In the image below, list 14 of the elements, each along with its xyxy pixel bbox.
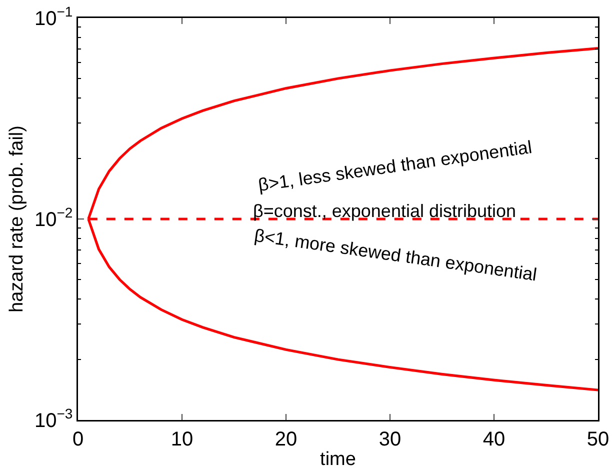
x-axis-title: time (320, 448, 356, 470)
x-tick-label: 20 (274, 428, 298, 450)
annotation: β=const., exponential distribution (253, 201, 516, 221)
annotation: β<1, more skewed than exponential (253, 225, 538, 285)
x-tick-label: 50 (586, 428, 610, 450)
x-tick-label: 0 (72, 428, 84, 450)
annotation: β>1, less skewed than exponential (256, 136, 534, 196)
y-tick-label: 10$^{−1}$ (34, 4, 73, 30)
y-tick-label: 10$^{−2}$ (34, 204, 73, 231)
y-axis-title: hazard rate (prob. fail) (6, 126, 28, 312)
y-tick-label: 10$^{−3}$ (34, 406, 73, 432)
x-tick-label: 10 (170, 428, 194, 450)
x-tick-label: 40 (482, 428, 506, 450)
x-tick-label: 30 (378, 428, 402, 450)
